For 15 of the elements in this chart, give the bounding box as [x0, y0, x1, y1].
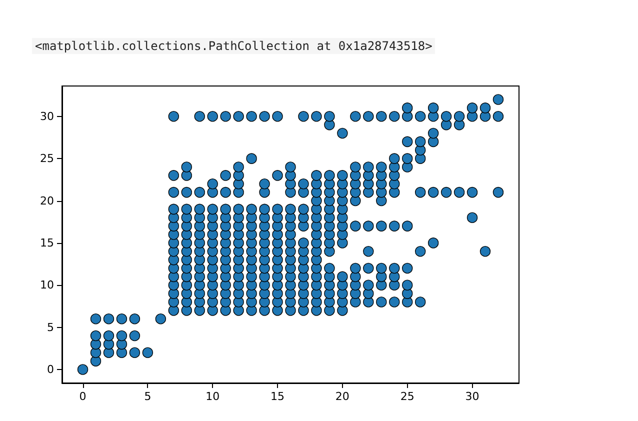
x-tick-label: 15: [270, 390, 285, 403]
x-tick-label: 0: [79, 390, 86, 403]
y-tick-label: 5: [47, 320, 54, 334]
x-tick-label: 25: [400, 390, 414, 403]
y-tick-label: 15: [40, 236, 54, 250]
y-tick-label: 30: [40, 110, 54, 123]
x-tick-label: 30: [465, 390, 480, 403]
x-tick-label: 5: [144, 390, 152, 403]
y-tick-label: 20: [40, 194, 54, 208]
x-tick-label: 20: [335, 390, 350, 403]
x-tick-label: 10: [206, 390, 220, 403]
text: <matplotlib.collections.PathCollection at 0x1a28743518>: [32, 38, 436, 54]
y-tick-label: 25: [40, 152, 54, 166]
y-tick-label: 10: [40, 278, 54, 292]
y-tick-label: 0: [47, 363, 54, 376]
